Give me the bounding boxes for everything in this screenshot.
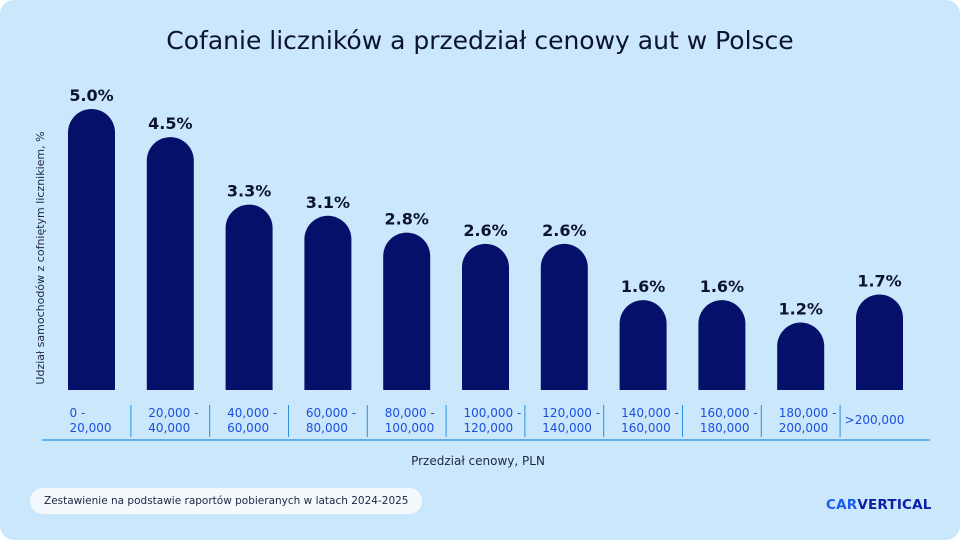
y-axis-label: Udział samochodów z cofniętym licznikiem… bbox=[34, 131, 47, 384]
value-label: 1.6% bbox=[700, 277, 744, 296]
bars-group bbox=[68, 109, 903, 390]
bar bbox=[68, 109, 115, 390]
bar bbox=[540, 243, 588, 390]
value-labels-group: 5.0% 4.5% 3.3% 3.1% 2.8% 2.6% 2.6% 1.6% 1.6% 1.2%… bbox=[69, 86, 901, 319]
value-label: 3.3% bbox=[227, 182, 271, 201]
category-label: 100,000 -120,000 bbox=[464, 406, 522, 435]
value-label: 4.5% bbox=[148, 114, 192, 133]
category-label: 80,000 -100,000 bbox=[385, 406, 435, 435]
value-label: 2.6% bbox=[542, 221, 586, 240]
category-label: 180,000 -200,000 bbox=[779, 406, 837, 435]
category-separators bbox=[130, 405, 841, 437]
bar bbox=[462, 243, 509, 390]
logo-part-vertical: VERTICAL bbox=[857, 497, 932, 513]
bar bbox=[777, 322, 825, 390]
bar bbox=[383, 232, 431, 390]
source-note: Zestawienie na podstawie raportów pobier… bbox=[30, 488, 423, 514]
bar bbox=[304, 215, 352, 390]
category-label: 0 -20,000 bbox=[70, 406, 112, 435]
category-label: 160,000 -180,000 bbox=[700, 406, 758, 435]
value-label: 3.1% bbox=[306, 193, 350, 212]
chart-title: Cofanie liczników a przedział cenowy aut… bbox=[166, 26, 794, 55]
bar bbox=[619, 300, 667, 390]
category-labels-group: 0 -20,000 20,000 -40,000 40,000 -60,000 60,… bbox=[70, 406, 905, 435]
bar bbox=[856, 294, 903, 390]
carvertical-logo: CARVERTICAL bbox=[826, 497, 932, 513]
x-axis-label: Przedział cenowy, PLN bbox=[411, 454, 545, 468]
value-label: 1.6% bbox=[621, 277, 665, 296]
category-label: 60,000 -80,000 bbox=[306, 406, 356, 435]
category-label: 40,000 -60,000 bbox=[227, 406, 277, 435]
category-label: 120,000 -140,000 bbox=[542, 406, 600, 435]
bar bbox=[225, 204, 273, 390]
category-label: >200,000 bbox=[845, 413, 905, 427]
value-label: 2.6% bbox=[463, 221, 507, 240]
category-label: 140,000 -160,000 bbox=[621, 406, 679, 435]
value-label: 1.7% bbox=[857, 271, 901, 290]
logo-part-car: CAR bbox=[826, 497, 858, 513]
category-label: 20,000 -40,000 bbox=[148, 406, 198, 435]
bar bbox=[698, 300, 746, 390]
value-label: 2.8% bbox=[385, 210, 429, 229]
bar bbox=[146, 137, 194, 390]
value-label: 1.2% bbox=[779, 300, 823, 319]
value-label: 5.0% bbox=[69, 86, 113, 105]
